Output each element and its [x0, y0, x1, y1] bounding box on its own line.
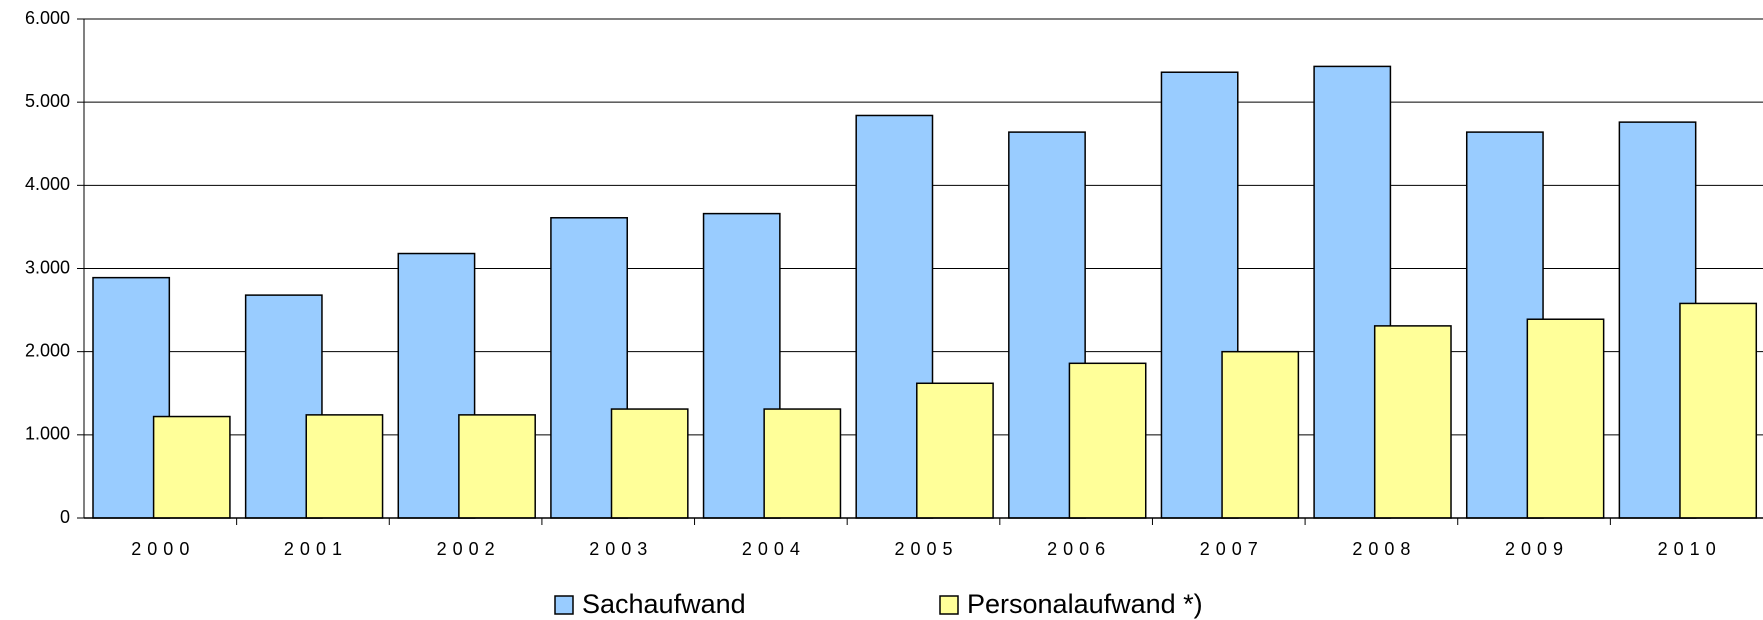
y-tick-label: 0	[60, 507, 70, 527]
y-tick-label: 4.000	[25, 174, 70, 194]
x-tick-label: 2010	[1658, 539, 1722, 559]
x-tick-label: 2009	[1505, 539, 1569, 559]
x-tick-label: 2004	[742, 539, 806, 559]
y-tick-label: 2.000	[25, 340, 70, 360]
y-tick-label: 3.000	[25, 257, 70, 277]
x-tick-label: 2008	[1352, 539, 1416, 559]
bar	[916, 382, 994, 519]
y-tick-label: 5.000	[25, 91, 70, 111]
x-tick-label: 2000	[131, 539, 195, 559]
bar	[458, 414, 536, 519]
x-tick-label: 2002	[437, 539, 501, 559]
bar	[1068, 362, 1147, 519]
bar	[305, 414, 384, 519]
bar	[1526, 318, 1605, 519]
legend-label: Personalaufwand *)	[967, 589, 1203, 619]
x-tick-label: 2006	[1047, 539, 1111, 559]
legend-swatch	[939, 595, 959, 615]
bar	[1160, 71, 1239, 519]
bar	[610, 408, 689, 519]
bar	[152, 415, 231, 519]
x-tick-label: 2001	[284, 539, 348, 559]
bar	[1221, 350, 1300, 519]
legend-swatch	[554, 595, 574, 615]
bar	[1373, 325, 1452, 519]
y-tick-label: 6.000	[25, 8, 70, 28]
x-tick-label: 2003	[589, 539, 653, 559]
x-tick-label: 2007	[1200, 539, 1264, 559]
x-tick-label: 2005	[894, 539, 958, 559]
bar	[1679, 302, 1758, 519]
y-tick-label: 1.000	[25, 424, 70, 444]
bar	[763, 408, 842, 519]
legend-label: Sachaufwand	[582, 589, 746, 619]
